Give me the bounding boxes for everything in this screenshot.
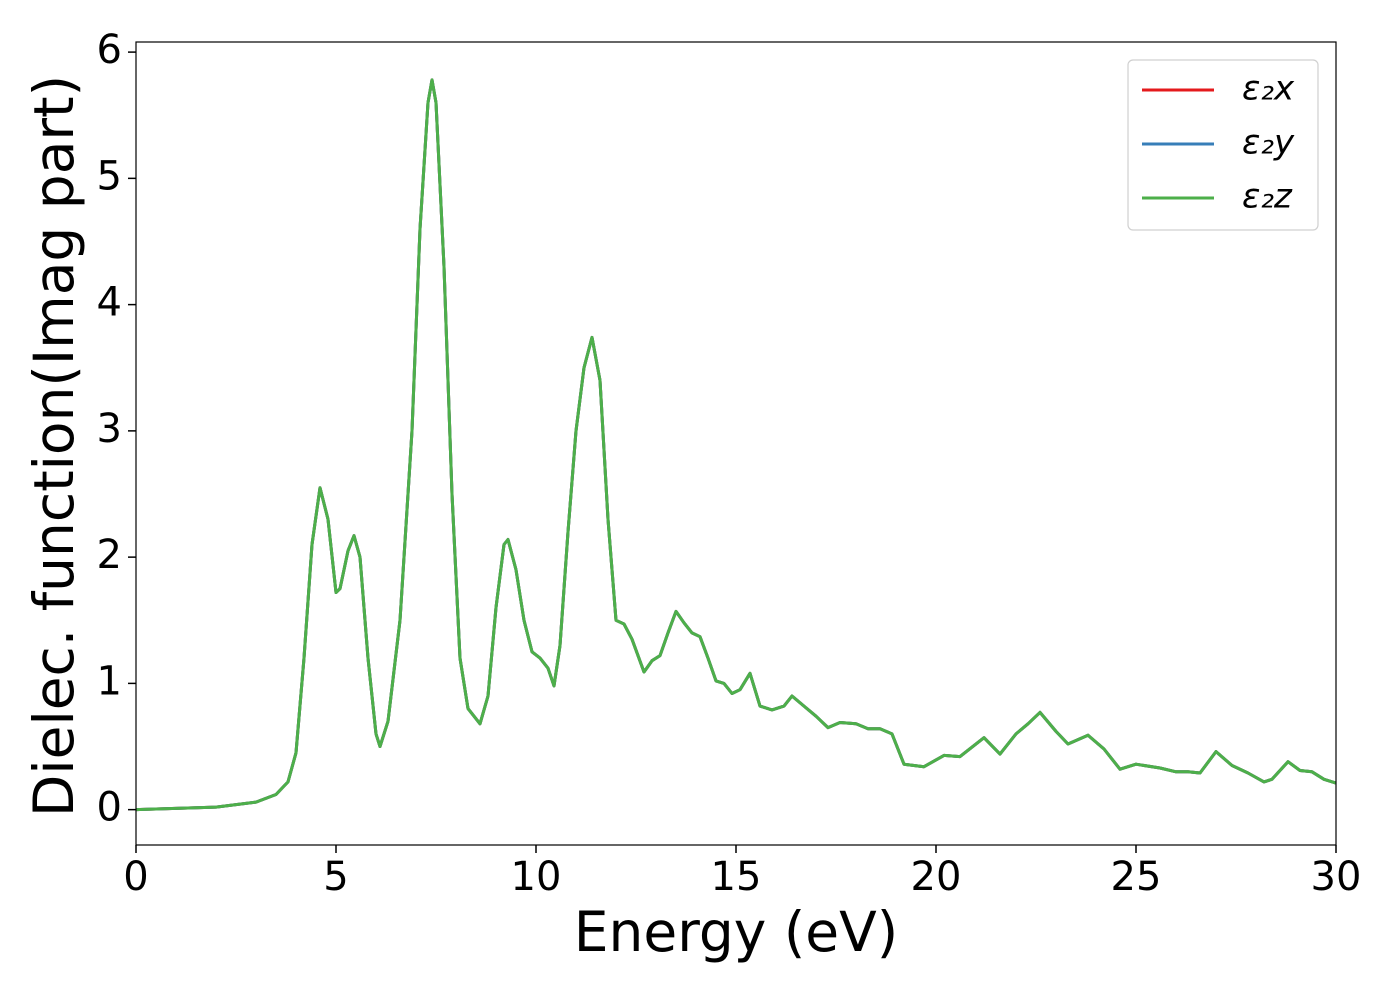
x-tick-label: 25 (1111, 854, 1162, 900)
legend-label: ε₂x (1242, 69, 1295, 109)
y-axis-label: Dielec. function(Imag part) (22, 75, 86, 817)
y-tick-label: 6 (97, 27, 122, 73)
x-tick-label: 5 (323, 854, 348, 900)
y-tick-label: 4 (97, 280, 122, 326)
x-axis-label: Energy (eV) (574, 900, 898, 964)
y-tick-label: 0 (97, 785, 122, 831)
plot-frame (135, 41, 1337, 846)
x-tick-label: 10 (511, 854, 562, 900)
legend-label: ε₂z (1242, 177, 1293, 217)
y-tick-label: 3 (97, 406, 122, 452)
y-tick-label: 5 (97, 153, 122, 199)
series-line (136, 78, 1336, 812)
y-tick-label: 1 (97, 658, 122, 704)
y-tick-label: 2 (97, 532, 122, 578)
legend-label: ε₂y (1242, 123, 1295, 163)
x-tick-label: 0 (123, 854, 148, 900)
x-tick-label: 15 (711, 854, 762, 900)
legend-box (1127, 59, 1319, 231)
x-tick-label: 20 (911, 854, 962, 900)
x-tick-label: 30 (1311, 854, 1362, 900)
